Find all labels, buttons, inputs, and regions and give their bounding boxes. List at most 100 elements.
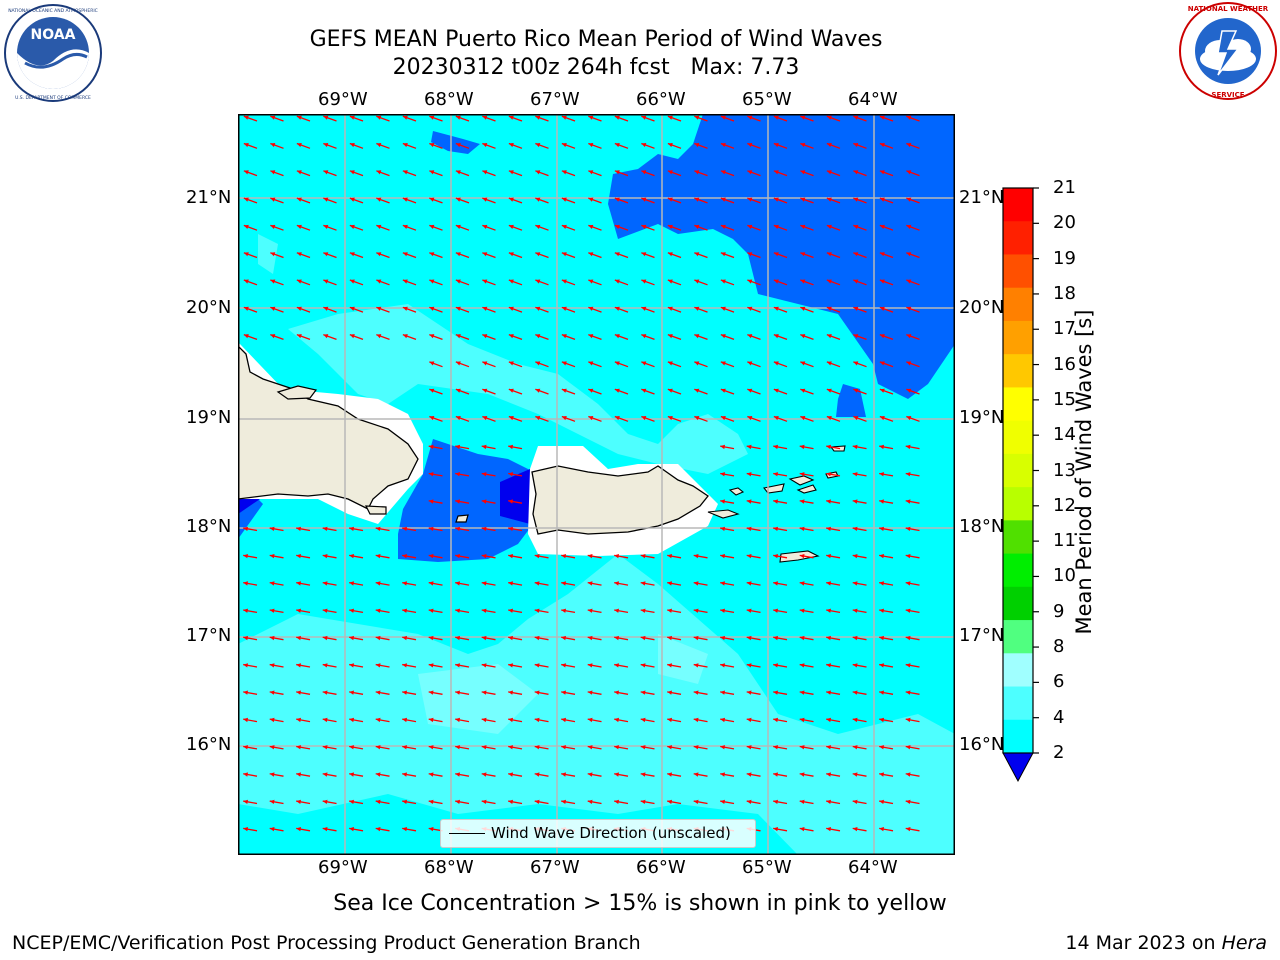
- wind-wave-arrowhead: [455, 444, 461, 450]
- wind-wave-arrowhead: [561, 224, 567, 229]
- wind-wave-arrowhead: [561, 279, 567, 284]
- wind-wave-arrowhead: [349, 143, 355, 148]
- wind-wave-arrowhead: [455, 252, 461, 257]
- wind-wave-arrowhead: [694, 388, 700, 393]
- wind-wave-arrowhead: [694, 416, 700, 421]
- wind-wave-arrowhead: [800, 170, 806, 175]
- wind-wave-arrowhead: [349, 334, 355, 339]
- wind-wave-arrowhead: [508, 115, 514, 120]
- wind-wave-arrowhead: [693, 608, 699, 613]
- wind-wave-arrowhead: [296, 827, 302, 832]
- wind-wave-arrowhead: [905, 717, 911, 723]
- wind-wave-arrowhead: [455, 499, 461, 504]
- wind-wave-arrowhead: [693, 772, 699, 777]
- wind-wave-arrowhead: [667, 663, 673, 668]
- wind-wave-arrowhead: [587, 717, 593, 723]
- wind-wave-arrowhead: [243, 170, 249, 175]
- wind-wave-arrowhead: [747, 334, 753, 339]
- wind-wave-arrowhead: [402, 717, 408, 723]
- wind-wave-arrowhead: [508, 581, 514, 586]
- wind-wave-arrowhead: [720, 306, 726, 311]
- wind-wave-arrowhead: [534, 608, 540, 613]
- wind-wave-arrowhead: [826, 444, 832, 450]
- wind-wave-arrowhead: [905, 444, 911, 450]
- wind-wave-arrowhead: [561, 252, 567, 257]
- wind-wave-arrowhead: [799, 717, 805, 723]
- wind-wave-arrowhead: [773, 745, 779, 750]
- wind-wave-arrowhead: [746, 444, 752, 450]
- wind-wave-arrowhead: [296, 690, 302, 695]
- wind-wave-arrowhead: [614, 635, 620, 641]
- wind-wave-arrowhead: [826, 499, 832, 504]
- wind-wave-arrowhead: [906, 306, 912, 311]
- footer-right: 14 Mar 2023 on Hera: [1065, 932, 1267, 954]
- wind-wave-arrowhead: [746, 663, 752, 668]
- wind-wave-arrowhead: [323, 306, 329, 311]
- wind-wave-arrowhead: [773, 827, 779, 832]
- wind-wave-arrowhead: [694, 361, 700, 366]
- wind-wave-arrowhead: [800, 279, 806, 284]
- wind-wave-arrowhead: [800, 306, 806, 311]
- wind-wave-arrowhead: [428, 554, 434, 559]
- wind-wave-arrowhead: [879, 416, 885, 421]
- wind-wave-arrowhead: [773, 799, 779, 804]
- wind-wave-arrowhead: [508, 472, 514, 477]
- wind-wave-arrowhead: [429, 224, 435, 229]
- colorbar-segment: [1003, 620, 1033, 654]
- lon-tick-bottom: 65°W: [742, 857, 792, 878]
- wind-wave-arrowhead: [270, 143, 276, 148]
- wind-wave-arrowhead: [349, 635, 355, 641]
- period-zone-below-2: [239, 469, 530, 524]
- colorbar-ticks: 21 20 19 18 17 16 15 14 13 12 11 10 9 8 6 4 2: [1050, 178, 1110, 778]
- wind-wave-arrowhead: [906, 416, 912, 421]
- wind-wave-arrowhead: [455, 717, 461, 723]
- wind-wave-arrowhead: [905, 581, 911, 586]
- wind-wave-arrowhead: [349, 224, 355, 229]
- wind-wave-arrowhead: [640, 690, 646, 695]
- colorbar-segment: [1003, 653, 1033, 688]
- virgin-islands: [707, 445, 846, 563]
- wind-wave-arrowhead: [905, 799, 911, 804]
- wind-wave-arrowhead: [375, 581, 381, 586]
- wind-wave-arrowhead: [906, 170, 912, 175]
- wind-wave-arrowhead: [482, 170, 488, 175]
- wind-wave-arrowhead: [852, 690, 858, 695]
- wind-wave-arrowhead: [746, 472, 752, 477]
- wind-wave-arrowhead: [508, 745, 514, 750]
- colorbar-tick-label: 4: [1053, 706, 1065, 728]
- wind-wave-arrowhead: [482, 279, 488, 284]
- wind-wave-arrowhead: [800, 388, 806, 393]
- wind-wave-arrowhead: [614, 306, 620, 311]
- wind-wave-arrowhead: [561, 416, 567, 421]
- wind-wave-arrowhead: [402, 635, 408, 641]
- wind-wave-arrowhead: [428, 526, 434, 531]
- wind-wave-arrowhead: [269, 663, 275, 668]
- wind-wave-arrowhead: [561, 635, 567, 641]
- wind-wave-arrowhead: [746, 745, 752, 750]
- wind-wave-arrowhead: [270, 170, 276, 175]
- wind-wave-arrowhead: [588, 252, 594, 257]
- wind-wave-arrowhead: [879, 690, 885, 695]
- wind-wave-arrowhead: [641, 115, 647, 120]
- wind-wave-arrowhead: [587, 663, 593, 668]
- colorbar-tick-label: 15: [1053, 388, 1076, 410]
- wind-wave-arrowhead: [588, 334, 594, 339]
- wind-wave-arrowhead: [508, 526, 514, 531]
- wind-wave-arrowhead: [535, 388, 541, 393]
- wind-wave-arrowhead: [482, 334, 488, 339]
- wind-wave-arrowhead: [853, 416, 859, 421]
- map-plot: [238, 114, 955, 855]
- svg-text:NATIONAL WEATHER: NATIONAL WEATHER: [1188, 5, 1269, 13]
- wind-wave-arrowhead: [826, 388, 832, 393]
- wind-wave-arrowhead: [853, 388, 859, 393]
- wind-wave-arrowhead: [667, 799, 673, 804]
- wind-wave-arrowhead: [375, 799, 381, 804]
- wind-wave-arrowhead: [747, 143, 753, 148]
- wind-wave-arrowhead: [853, 306, 859, 311]
- wind-wave-arrowhead: [534, 635, 540, 641]
- lon-tick-top: 67°W: [530, 89, 580, 110]
- wind-wave-arrowhead: [508, 170, 514, 175]
- wind-wave-arrowhead: [322, 608, 328, 613]
- wind-wave-arrowhead: [746, 499, 752, 504]
- wind-wave-arrowhead: [747, 361, 753, 366]
